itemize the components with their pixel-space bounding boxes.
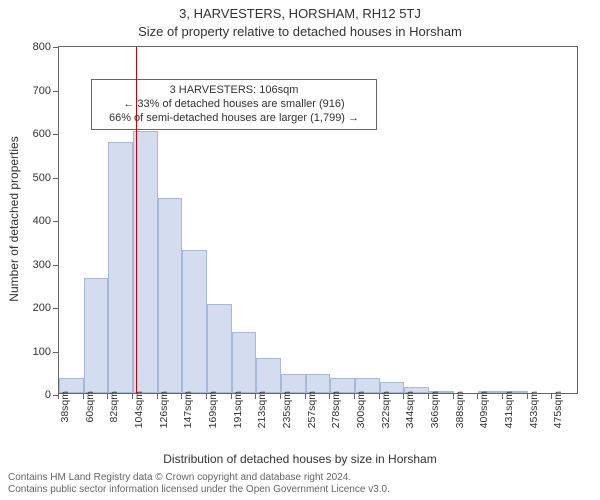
plot-area: 38sqm60sqm82sqm104sqm126sqm147sqm169sqm1… (58, 46, 578, 394)
x-tick-label: 388sqm (454, 391, 466, 428)
x-tick-label: 60sqm (84, 391, 96, 423)
bar-slot: 322sqm (380, 47, 405, 393)
x-tick-label: 213sqm (256, 391, 268, 428)
x-tick-label: 235sqm (281, 391, 293, 428)
chart-title-sub: Size of property relative to detached ho… (0, 24, 600, 39)
footer-line1: Contains HM Land Registry data © Crown c… (8, 472, 592, 484)
y-tick-label: 500 (33, 172, 59, 184)
y-tick-label: 800 (33, 41, 59, 53)
bar-slot: 475sqm (552, 47, 577, 393)
bar (158, 198, 183, 393)
x-tick-label: 344sqm (404, 391, 416, 428)
bar (232, 332, 257, 393)
y-tick-label: 400 (33, 215, 59, 227)
bar-slot: 431sqm (503, 47, 528, 393)
bar (84, 278, 109, 393)
annotation-line3: 66% of semi-detached houses are larger (… (98, 112, 370, 126)
y-axis-title: Number of detached properties (7, 119, 21, 319)
bar-slot: 388sqm (454, 47, 479, 393)
bar-slot: 366sqm (429, 47, 454, 393)
annotation-line2: ← 33% of detached houses are smaller (91… (98, 98, 370, 112)
x-tick-label: 38sqm (59, 391, 71, 423)
x-tick-label: 169sqm (207, 391, 219, 428)
bar-slot: 453sqm (528, 47, 553, 393)
x-tick-label: 278sqm (330, 391, 342, 428)
x-tick-label: 104sqm (133, 391, 145, 428)
x-tick-label: 82sqm (108, 391, 120, 423)
x-tick-label: 366sqm (429, 391, 441, 428)
x-tick-label: 475sqm (552, 391, 564, 428)
x-tick-label: 191sqm (232, 391, 244, 428)
bar (256, 358, 281, 393)
y-tick-label: 600 (33, 128, 59, 140)
x-tick-label: 322sqm (380, 391, 392, 428)
x-tick-label: 147sqm (182, 391, 194, 428)
x-tick-label: 257sqm (306, 391, 318, 428)
bar (108, 142, 133, 393)
x-tick-label: 431sqm (503, 391, 515, 428)
bar (207, 304, 232, 393)
x-tick-label: 300sqm (355, 391, 367, 428)
bar-slot: 344sqm (404, 47, 429, 393)
bar-slot: 409sqm (478, 47, 503, 393)
x-tick-label: 126sqm (158, 391, 170, 428)
annotation-line1: 3 HARVESTERS: 106sqm (98, 84, 370, 98)
chart-title-main: 3, HARVESTERS, HORSHAM, RH12 5TJ (0, 6, 600, 21)
bar (182, 250, 207, 393)
y-tick-label: 100 (33, 346, 59, 358)
annotation-box: 3 HARVESTERS: 106sqm ← 33% of detached h… (91, 79, 377, 130)
footer-attribution: Contains HM Land Registry data © Crown c… (8, 472, 592, 496)
y-tick-label: 0 (45, 389, 59, 401)
marker-line (136, 47, 137, 393)
y-tick-label: 700 (33, 85, 59, 97)
figure: 3, HARVESTERS, HORSHAM, RH12 5TJ Size of… (0, 0, 600, 500)
x-tick-label: 453sqm (528, 391, 540, 428)
footer-line2: Contains public sector information licen… (8, 484, 592, 496)
x-tick-label: 409sqm (478, 391, 490, 428)
x-axis-title: Distribution of detached houses by size … (0, 452, 600, 466)
y-tick-label: 300 (33, 259, 59, 271)
y-tick-label: 200 (33, 302, 59, 314)
bar-slot: 38sqm (59, 47, 84, 393)
